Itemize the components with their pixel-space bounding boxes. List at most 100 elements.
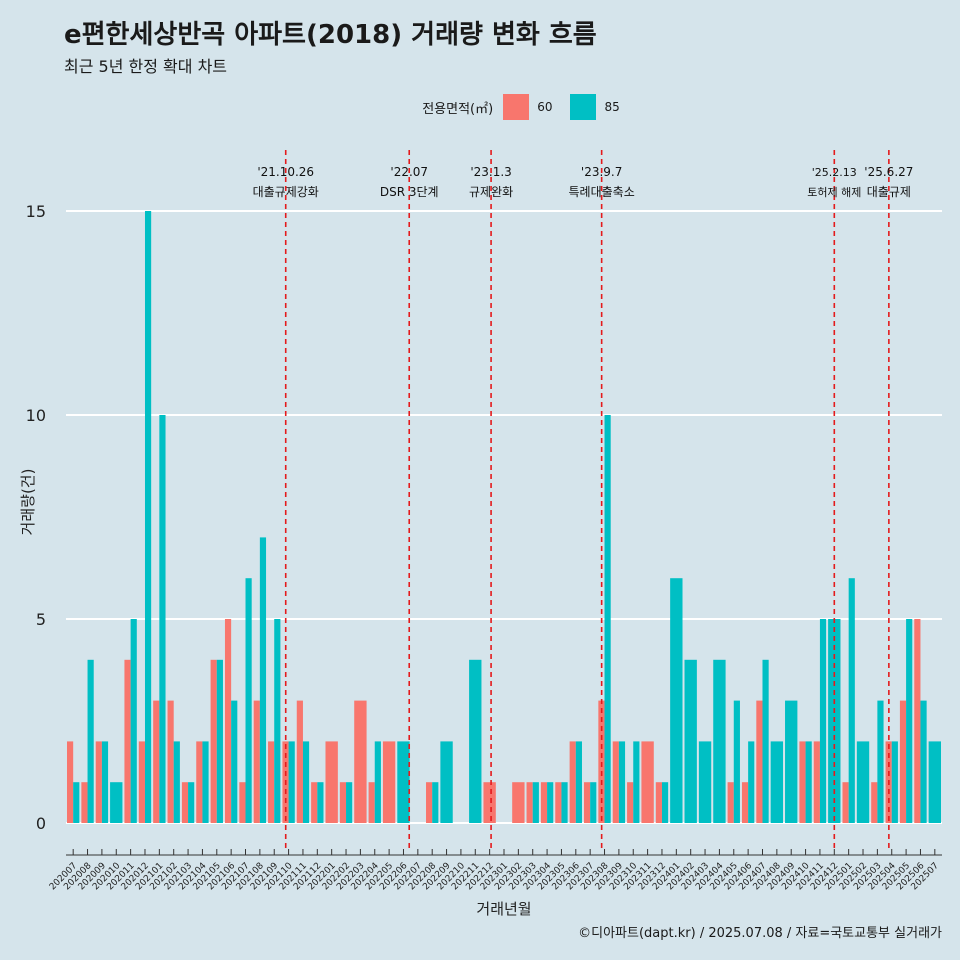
bar-85-202411: [819, 619, 827, 823]
bar-60-202105: [210, 659, 217, 823]
bar-60-202312: [655, 782, 662, 823]
bar-60-202405: [727, 782, 734, 823]
event-label-1: DSR 3단계: [380, 185, 439, 199]
bar-60-202204: [368, 782, 375, 823]
bar-60-202109: [268, 741, 275, 823]
bar-85-202102: [173, 741, 180, 823]
bar-85-202409: [785, 700, 798, 823]
bar-85-202204: [374, 741, 381, 823]
bar-85-202106: [231, 700, 238, 823]
bar-85-202007: [73, 782, 80, 823]
bar-60-202304: [540, 782, 548, 823]
bar-85-202312: [661, 782, 669, 823]
bar-85-202505: [906, 619, 913, 823]
bar-85-202506: [920, 700, 927, 823]
event-label-0: 대출규제강화: [253, 185, 319, 199]
bar-60-202208: [426, 782, 433, 823]
bar-85-202112: [317, 782, 324, 823]
bar-85-202308: [604, 415, 611, 823]
bar-85-202211: [469, 659, 482, 823]
bar-60-202506: [914, 619, 921, 823]
bar-60-202309: [612, 741, 619, 823]
bar-60-202101: [153, 700, 160, 823]
bar-60-202205: [382, 741, 396, 823]
chart-title: e편한세상반곡 아파트(2018) 거래량 변화 흐름: [64, 20, 597, 50]
bar-85-202110: [288, 741, 295, 823]
event-date-4: '25.2.13: [812, 166, 857, 179]
bar-60-202410: [799, 741, 806, 823]
event-label-5: 대출규제: [867, 185, 911, 199]
bar-60-202008: [81, 782, 88, 823]
bar-85-202011: [130, 619, 137, 823]
bar-85-202502: [856, 741, 870, 823]
bar-85-202103: [188, 782, 195, 823]
bar-60-202107: [239, 782, 246, 823]
bar-85-202208: [432, 782, 439, 823]
bar-60-202111: [296, 700, 303, 823]
event-label-2: 규제완화: [469, 185, 513, 199]
event-date-0: '21.10.26: [257, 165, 314, 179]
bar-85-202209: [440, 741, 453, 823]
bar-60-202009: [95, 741, 102, 823]
bar-60-202102: [167, 700, 174, 823]
bar-85-202504: [891, 741, 898, 823]
bar-85-202307: [590, 782, 597, 823]
bar-85-202206: [397, 741, 410, 823]
y-tick-label-10: 10: [26, 406, 46, 425]
bar-60-202308: [598, 700, 605, 823]
bar-85-202401: [670, 578, 683, 823]
bar-85-202410: [805, 741, 812, 823]
bar-60-202305: [555, 782, 562, 823]
bar-85-202309: [618, 741, 626, 823]
bar-85-202108: [259, 537, 267, 823]
bar-85-202408: [770, 741, 784, 823]
y-axis-title: 거래량(건): [19, 469, 37, 536]
bar-60-202407: [756, 700, 763, 823]
event-date-3: '23.9.7: [581, 165, 622, 179]
legend-label-85: 85: [604, 100, 620, 114]
bar-60-202203: [354, 700, 367, 823]
bar-60-202411: [813, 741, 820, 823]
bar-60-202103: [181, 782, 189, 823]
bar-60-202306: [569, 741, 576, 823]
bar-60-202311: [641, 741, 654, 823]
bar-85-202012: [144, 211, 152, 823]
bar-60-202202: [339, 782, 347, 823]
bar-60-202303: [526, 782, 533, 823]
source-caption: ©디아파트(dapt.kr) / 2025.07.08 / 자료=국토교통부 실…: [578, 926, 942, 941]
bar-60-202012: [138, 741, 145, 823]
bar-85-202305: [561, 782, 568, 823]
legend-title: 전용면적(㎡): [422, 101, 494, 117]
bar-85-202501: [848, 578, 855, 823]
bar-85-202202: [346, 782, 353, 823]
legend-label-60: 60: [537, 100, 553, 114]
y-tick-label-5: 5: [36, 610, 46, 629]
bar-85-202405: [733, 700, 740, 823]
bar-85-202310: [633, 741, 640, 823]
bar-85-202101: [159, 415, 166, 823]
bar-60-202505: [899, 700, 907, 823]
legend-swatch-60: [503, 94, 530, 120]
event-date-2: '23.1.3: [470, 165, 511, 179]
bar-60-202104: [196, 741, 203, 823]
bar-60-202501: [842, 782, 849, 823]
bar-60-202106: [224, 619, 232, 823]
bar-85-202104: [202, 741, 209, 823]
bar-60-202406: [741, 782, 749, 823]
bar-60-202212: [483, 782, 496, 823]
legend-item-60: 60: [503, 94, 564, 120]
bar-60-202201: [325, 741, 338, 823]
bar-85-202109: [274, 619, 281, 823]
bar-60-202112: [311, 782, 318, 823]
bar-85-202407: [762, 659, 769, 823]
bar-85-202404: [713, 659, 726, 823]
legend-item-85: 85: [570, 94, 631, 120]
event-date-1: '22.07: [390, 165, 428, 179]
bar-85-202403: [698, 741, 712, 823]
event-label-4: 토허제 해제: [807, 185, 861, 199]
bar-85-202306: [575, 741, 582, 823]
bar-85-202304: [547, 782, 554, 823]
bar-60-202007: [67, 741, 74, 823]
bar-85-202406: [748, 741, 755, 823]
